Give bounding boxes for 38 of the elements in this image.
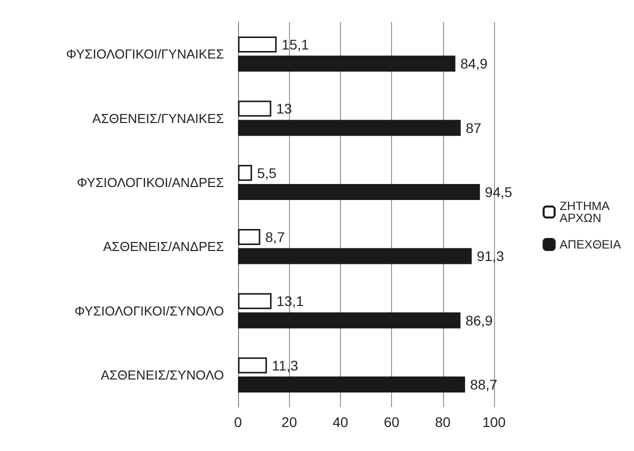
data-label: 84,9 [460, 56, 488, 72]
data-label: 5,5 [257, 164, 277, 181]
data-label: 88,7 [470, 376, 498, 393]
legend-label: ΑΠΕΧΘΕΙΑ [560, 238, 622, 252]
data-label: 87 [466, 120, 482, 136]
data-label: 15,1 [282, 36, 310, 52]
bar [238, 357, 267, 374]
legend-label: ΖΗΤΗΜΑ ΑΡΧΩΝ [560, 199, 610, 225]
bar [238, 184, 480, 200]
data-label: 86,9 [465, 312, 493, 328]
bar [238, 120, 461, 136]
y-tick-label: ΦΥΣΙΟΛΟΓΙΚΟΙ/ΓΥΝΑΙΚΕΣ [66, 46, 224, 62]
bar [238, 293, 272, 310]
data-label: 94,5 [484, 184, 512, 200]
y-tick-label: ΑΣΘΕΝΕΙΣ/ΣΥΝΟΛΟ [100, 367, 224, 382]
data-label: 91,3 [476, 248, 504, 264]
x-tick-label: 0 [234, 414, 242, 430]
bar [238, 376, 466, 393]
y-tick-label: ΦΥΣΙΟΛΟΓΙΚΟΙ/ΑΝΔΡΕΣ [76, 174, 224, 190]
bar [238, 164, 252, 181]
y-tick-label: ΑΣΘΕΝΕΙΣ/ΓΥΝΑΙΚΕΣ [92, 110, 224, 126]
data-label: 11,3 [272, 357, 298, 374]
y-tick-label: ΑΣΘΕΝΕΙΣ/ΑΝΔΡΕΣ [103, 239, 224, 254]
data-label: 8,7 [265, 228, 285, 245]
bar [238, 36, 277, 52]
x-tick-label: 40 [332, 414, 348, 430]
x-tick-label: 20 [281, 414, 298, 430]
bar [238, 100, 272, 117]
y-tick-label: ΦΥΣΙΟΛΟΓΙΚΟΙ/ΣΥΝΟΛΟ [74, 303, 224, 318]
x-tick-label: 60 [384, 414, 400, 430]
data-label: 13,1 [276, 293, 304, 310]
bar [238, 56, 456, 72]
bar [238, 312, 460, 328]
bar [238, 228, 260, 245]
bar [238, 248, 472, 264]
x-tick-label: 100 [482, 414, 506, 430]
data-label: 13 [276, 100, 292, 117]
x-tick-label: 80 [435, 414, 451, 430]
